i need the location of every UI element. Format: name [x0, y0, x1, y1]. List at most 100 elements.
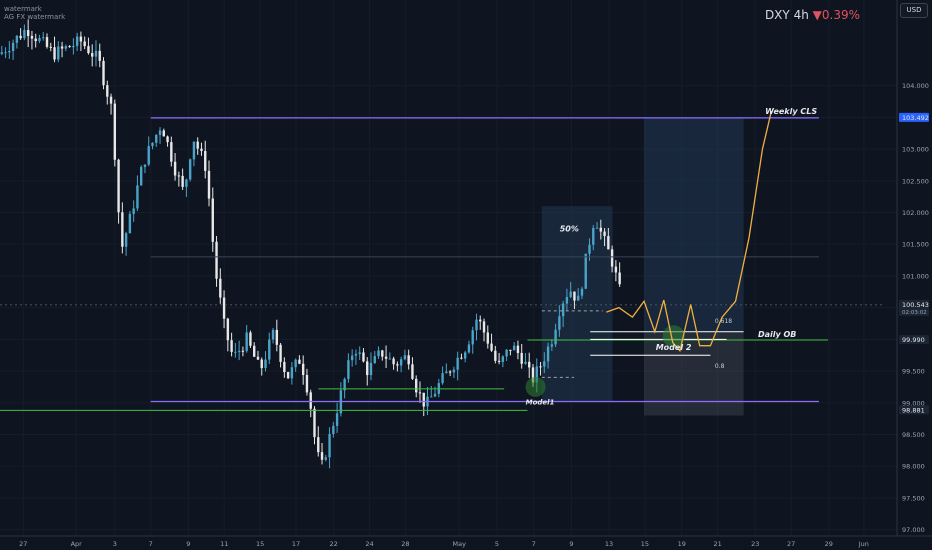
candle-body — [234, 351, 237, 353]
candle-body — [72, 45, 75, 48]
currency-button[interactable]: USD — [900, 3, 928, 18]
candle-body — [222, 297, 226, 319]
candle-body — [57, 46, 60, 60]
candle-body — [79, 36, 83, 42]
candle-body — [200, 148, 203, 152]
candle-body — [324, 457, 327, 460]
time-tick-label: 19 — [678, 540, 686, 548]
candle-body — [595, 227, 599, 229]
candle-body — [177, 175, 181, 177]
candle-body — [328, 433, 331, 458]
time-tick-label: 24 — [365, 540, 373, 548]
time-tick-label: 7 — [149, 540, 153, 548]
candle-body — [68, 46, 71, 48]
model2-marker — [662, 325, 685, 348]
candle-body — [490, 343, 493, 351]
candle-body — [494, 350, 497, 361]
model2-label: Model 2 — [656, 343, 692, 352]
price-tick-label: 97.500 — [902, 494, 925, 502]
candle-body — [366, 361, 369, 376]
time-tick-label: 9 — [186, 540, 190, 548]
candle-body — [452, 369, 456, 373]
candle-body — [347, 360, 350, 379]
time-tick-label: 28 — [401, 540, 409, 548]
candle-body — [170, 142, 173, 162]
time-tick-label: Jun — [858, 540, 869, 548]
candle-body — [136, 185, 139, 209]
candle-body — [448, 371, 452, 373]
candle-body — [550, 344, 554, 347]
candle-body — [60, 46, 64, 49]
candle-body — [350, 355, 354, 361]
candle-body — [516, 345, 520, 353]
candle-body — [26, 30, 30, 37]
candle-body — [403, 355, 407, 360]
candle-body — [305, 375, 309, 393]
price-axis[interactable]: 97.000 97.500 98.000 98.500 99.000 99.500 100.… — [896, 0, 932, 550]
candles — [0, 19, 621, 469]
time-tick-label: 27 — [787, 540, 795, 548]
candle-body — [486, 332, 489, 344]
candle-body — [418, 392, 422, 394]
time-tick-label: 11 — [220, 540, 228, 548]
candle-body — [64, 46, 68, 49]
candle-body — [0, 52, 3, 54]
candle-body — [561, 303, 565, 317]
price-tag-countdown: 02:03:02 — [902, 310, 927, 316]
candle-body — [260, 359, 263, 369]
candle-body — [607, 236, 610, 250]
candle-body — [8, 51, 11, 53]
candle-body — [166, 136, 169, 143]
candle-body — [117, 159, 120, 213]
candle-body — [358, 352, 361, 354]
weekly-cls-label: Weekly CLS — [765, 107, 817, 116]
candle-body — [91, 53, 94, 57]
candle-body — [482, 321, 486, 333]
time-tick-label: 13 — [605, 540, 613, 548]
candle-body — [106, 85, 109, 97]
candle-body — [4, 52, 7, 54]
candle-body — [577, 295, 580, 301]
candle-body — [430, 396, 433, 398]
candle-body — [384, 356, 388, 359]
candle-body — [143, 164, 147, 168]
candle-body — [173, 161, 177, 176]
candle-body — [42, 37, 45, 39]
candle-body — [83, 41, 86, 47]
price-tag-label: 99.990 — [902, 336, 925, 344]
price-tick-label: 101.500 — [902, 241, 929, 249]
symbol-header: DXY 4h ▼0.39% — [765, 8, 860, 22]
time-tick-label: 21 — [713, 540, 721, 548]
time-tick-label: 29 — [825, 540, 833, 548]
candle-body — [509, 349, 512, 351]
candle-body — [445, 371, 448, 374]
candle-body — [497, 360, 501, 362]
candle-body — [546, 346, 550, 362]
time-tick-label: 15 — [256, 540, 264, 548]
candle-body — [317, 437, 320, 453]
candle-body — [275, 329, 279, 345]
daily-ob-label: Daily OB — [758, 330, 796, 339]
time-tick-label: 23 — [751, 540, 759, 548]
candle-body — [335, 413, 339, 426]
candle-body — [354, 353, 358, 356]
price-tick-label: 104.000 — [902, 82, 929, 90]
candle-body — [45, 37, 49, 47]
candle-body — [535, 366, 538, 383]
candle-body — [520, 352, 523, 364]
candle-body — [573, 291, 576, 301]
candle-body — [241, 350, 245, 352]
candle-body — [226, 318, 230, 341]
price-change: ▼0.39% — [812, 8, 860, 22]
price-tag — [899, 334, 929, 344]
time-axis[interactable]: 27 Apr 3 7 9 11 15 17 22 24 28 May 5 7 9 13 15 19 21 23 27 29… — [0, 535, 932, 550]
candle-body — [249, 332, 252, 346]
candle-body — [87, 46, 90, 54]
candle-body — [283, 361, 286, 373]
candle-body — [614, 266, 618, 273]
price-tag-label: 100.543 — [902, 301, 929, 309]
model1-label: Model1 — [526, 399, 555, 407]
candle-body — [211, 198, 214, 242]
candle-body — [185, 179, 188, 187]
